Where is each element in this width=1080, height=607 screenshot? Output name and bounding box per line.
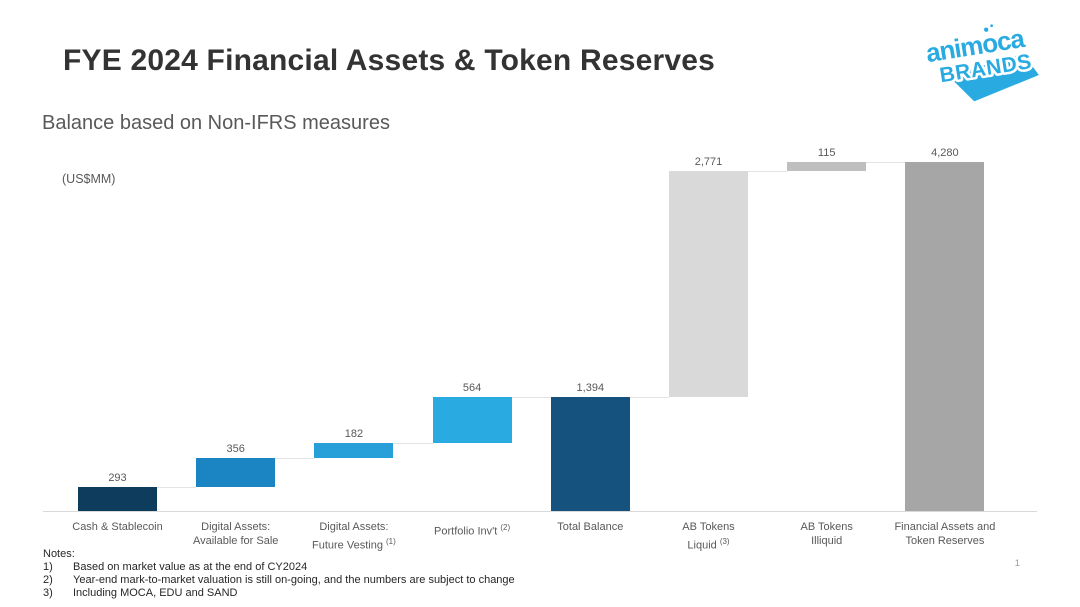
waterfall-bar	[669, 171, 748, 398]
category-label: Total Balance	[557, 521, 624, 533]
category-label: Cash & Stablecoin	[72, 521, 163, 533]
category-label: Financial Assets and Token Reserves	[894, 521, 996, 547]
category-label: AB Tokens Illiquid	[800, 521, 853, 547]
page-title: FYE 2024 Financial Assets & Token Reserv…	[63, 44, 716, 77]
animoca-brands-logo-graphic: animoca BRANDS BRANDS	[924, 23, 1039, 102]
logo-planet-dot-icon	[983, 27, 989, 32]
note-text: Including MOCA, EDU and SAND	[73, 587, 238, 599]
notes-section: Notes: 1) Based on market value as at th…	[43, 548, 515, 600]
waterfall-bar	[905, 162, 985, 511]
note-item: 1) Based on market value as at the end o…	[43, 561, 515, 574]
note-number: 2)	[43, 574, 53, 586]
waterfall-bar	[787, 162, 867, 172]
waterfall-bar	[550, 397, 630, 511]
note-item: 3) Including MOCA, EDU and SAND	[43, 587, 515, 600]
bar-value-label: 1,394	[576, 382, 605, 395]
note-text: Year-end mark-to-market valuation is sti…	[73, 574, 515, 586]
note-text: Based on market value as at the end of C…	[73, 561, 308, 573]
note-item: 2) Year-end mark-to-market valuation is …	[43, 574, 515, 587]
connector-line	[275, 458, 315, 460]
bar-value-label: 4,280	[931, 147, 959, 159]
animoca-brands-logo: animoca BRANDS BRANDS	[918, 18, 1042, 104]
category-label: AB Tokens Liquid (3)	[682, 521, 735, 552]
connector-line	[866, 162, 906, 163]
page-subtitle: Balance based on Non-IFRS measures	[42, 112, 390, 134]
category-label: Portfolio Inv't (2)	[434, 523, 511, 538]
bar-value-label: 182	[344, 428, 364, 441]
waterfall-bar	[78, 487, 157, 511]
connector-line	[748, 171, 788, 173]
waterfall-bar	[196, 458, 276, 488]
waterfall-bar	[314, 443, 394, 459]
connector-line	[393, 443, 433, 445]
category-label: Digital Assets: Available for Sale	[192, 521, 279, 547]
logo-flag-shape	[947, 54, 1039, 102]
connector-line	[511, 397, 551, 399]
bar-value-label: 2,771	[694, 156, 723, 169]
note-number: 3)	[43, 587, 53, 599]
category-label: Digital Assets: Future Vesting (1)	[312, 521, 396, 552]
waterfall-bar	[432, 397, 512, 444]
page-number: 1	[1014, 558, 1020, 569]
bar-value-label: 293	[108, 472, 127, 485]
units-label: (US$MM)	[62, 172, 116, 186]
bar-value-label: 115	[817, 147, 836, 159]
note-number: 1)	[43, 561, 53, 573]
bar-value-label: 564	[462, 382, 482, 395]
baseline-axis	[43, 511, 1037, 512]
logo-planet-dot-icon	[990, 24, 994, 28]
notes-heading: Notes:	[43, 548, 75, 560]
connector-line	[157, 487, 197, 489]
bar-value-label: 356	[226, 443, 245, 456]
connector-line	[629, 397, 669, 399]
